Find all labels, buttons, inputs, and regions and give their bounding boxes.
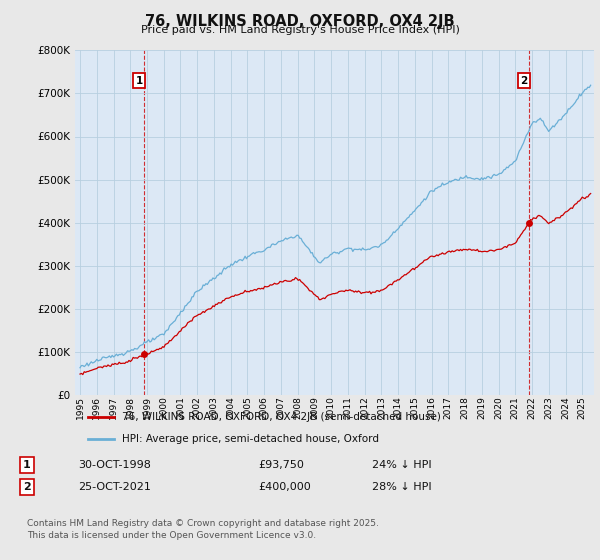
Text: 25-OCT-2021: 25-OCT-2021: [78, 482, 151, 492]
Text: HPI: Average price, semi-detached house, Oxford: HPI: Average price, semi-detached house,…: [122, 434, 379, 444]
Text: £400,000: £400,000: [258, 482, 311, 492]
Text: 28% ↓ HPI: 28% ↓ HPI: [372, 482, 431, 492]
Text: 30-OCT-1998: 30-OCT-1998: [78, 460, 151, 470]
Text: 2: 2: [23, 482, 31, 492]
Text: 2: 2: [520, 76, 527, 86]
Text: Price paid vs. HM Land Registry's House Price Index (HPI): Price paid vs. HM Land Registry's House …: [140, 25, 460, 35]
Text: £93,750: £93,750: [258, 460, 304, 470]
Text: 24% ↓ HPI: 24% ↓ HPI: [372, 460, 431, 470]
Text: 76, WILKINS ROAD, OXFORD, OX4 2JB: 76, WILKINS ROAD, OXFORD, OX4 2JB: [145, 14, 455, 29]
Text: 1: 1: [136, 76, 143, 86]
Text: 76, WILKINS ROAD, OXFORD, OX4 2JB (semi-detached house): 76, WILKINS ROAD, OXFORD, OX4 2JB (semi-…: [122, 413, 440, 422]
Text: 1: 1: [23, 460, 31, 470]
Text: Contains HM Land Registry data © Crown copyright and database right 2025.
This d: Contains HM Land Registry data © Crown c…: [27, 519, 379, 540]
